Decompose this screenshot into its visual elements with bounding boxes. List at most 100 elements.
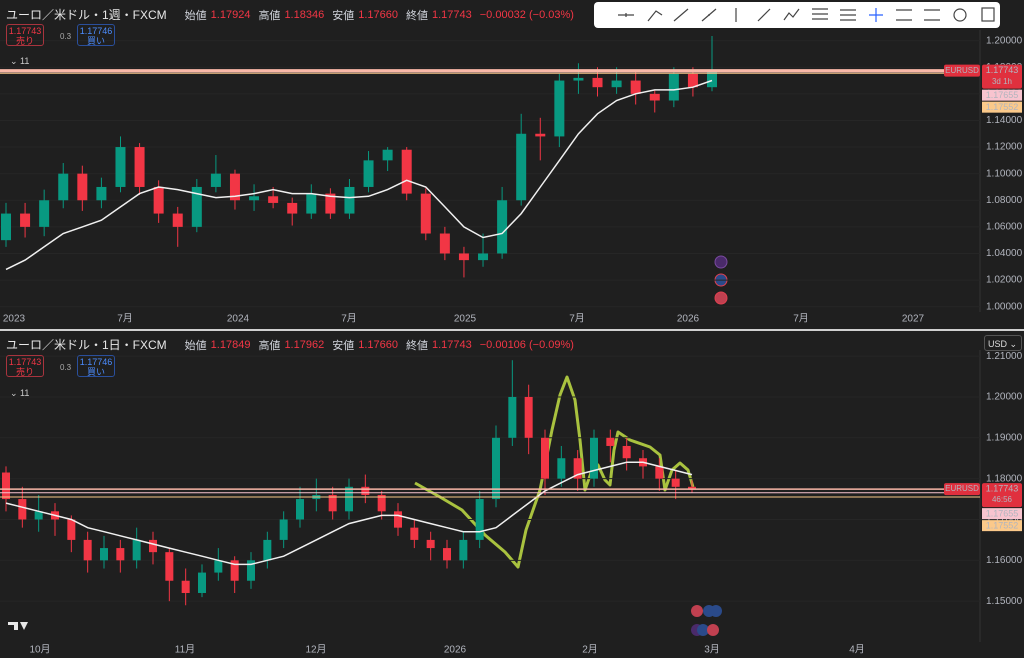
candle-body [116,548,125,561]
candle-body [497,200,508,254]
symbol-tag: EURUSD [945,66,979,75]
candle-body [58,173,69,201]
label: 買い [86,36,105,46]
label: 始値 [184,9,207,22]
x-tick-label: 2026 [444,645,467,656]
last-price: 1.17743 [986,65,1019,75]
moving-average [5,79,713,271]
candle-body [247,560,255,581]
hand-drawing [414,375,695,569]
level-label-bg [982,520,1022,532]
value: 1.17743 [431,8,472,21]
candle-body [426,539,435,549]
candle-body [153,186,164,214]
candle-body [214,560,223,573]
drawing-toolbar [594,2,1000,28]
candle-body [557,458,566,479]
candle-body [328,494,337,512]
candle-body [592,77,603,88]
buy-button[interactable]: 1.17746 買い [77,355,115,377]
y-tick-label: 1.20000 [986,392,1023,403]
candle-body [420,193,431,234]
price: 1.17746 [79,357,113,367]
x-tick-label: 4月 [849,644,865,656]
candle-body [606,437,615,446]
candle-body [611,80,622,88]
currency-select[interactable]: USD ⌄ [984,335,1022,351]
value: 1.18346 [284,8,325,21]
candle-body [132,539,141,561]
candle-body [100,548,108,561]
candle-body [96,186,107,201]
label: 安値 [332,339,355,352]
candle-body [279,519,288,540]
sell-button[interactable]: 1.17743 売り [6,24,44,46]
buy-button[interactable]: 1.17746 買い [77,24,115,46]
indicator-count[interactable]: ⌄ 11 [10,388,30,398]
candle-body [394,511,402,528]
level-label: 1.17552 [986,102,1019,112]
x-tick-label: 2025 [454,314,477,325]
label: 始値 [184,339,207,352]
value: 1.17660 [358,8,398,21]
candle-body [172,213,183,227]
candle-body [688,486,696,490]
header: ユーロ／米ドル・1日・FXCM 始値 1.17849 高値 1.17962 安値 1.… [6,336,578,353]
candle-body [325,193,336,214]
x-tick-label: 7月 [117,313,133,325]
candle-body [191,186,202,227]
y-tick-label: 1.12000 [986,142,1023,153]
y-tick-label: 1.04000 [986,248,1023,259]
candle-body [478,253,489,261]
candle-body [622,445,631,459]
y-tick-label: 1.00000 [986,301,1023,312]
last-price-bg [982,483,1022,508]
candle-body [554,80,565,137]
candle-body [1,213,11,241]
candle-body [524,396,533,438]
candle-body [649,93,660,101]
y-tick-label: 1.18000 [986,473,1023,484]
label: 高値 [258,9,281,22]
event-icons [691,255,728,636]
x-tick-label: 3月 [704,644,720,656]
y-tick-label: 1.20000 [986,35,1023,46]
label: 安値 [332,9,355,22]
candle-body [459,539,468,561]
candle-body [655,466,664,479]
y-tick-label: 1.21000 [986,351,1023,362]
candle-body [2,472,10,500]
symbol: ユーロ／米ドル・1日・FXCM [6,338,167,352]
label: 終値 [405,339,428,352]
candle-body [77,173,88,201]
last-price-bg [982,64,1022,89]
candle-body [687,73,698,88]
candle-body [83,539,92,561]
change: −0.00106 (−0.09%) [479,338,574,351]
x-tick-label: 2月 [582,644,598,656]
candle-body [363,160,374,187]
candle-body [508,396,517,438]
candle-body [361,486,370,495]
y-tick-label: 1.16000 [986,555,1023,566]
countdown: 3d 1h [992,77,1012,86]
value: 1.17962 [284,338,325,351]
symbol: ユーロ／米ドル・1週・FXCM [6,8,167,22]
level-label-bg [982,89,1022,101]
header: ユーロ／米ドル・1週・FXCM 始値 1.17924 高値 1.18346 安値 1.… [6,6,578,23]
sell-button[interactable]: 1.17743 売り [6,355,44,377]
candle-body [345,486,353,512]
candle-body [671,478,680,487]
candle-body [516,133,527,201]
price: 1.17743 [8,26,42,36]
candle-body [439,233,450,254]
price: 1.17743 [8,357,42,367]
level-label-bg [982,508,1022,520]
candle-body [401,149,412,194]
candle-body [377,494,386,512]
candle-body [590,437,598,479]
indicator-count[interactable]: ⌄ 11 [10,56,30,66]
candle-body [535,133,546,137]
